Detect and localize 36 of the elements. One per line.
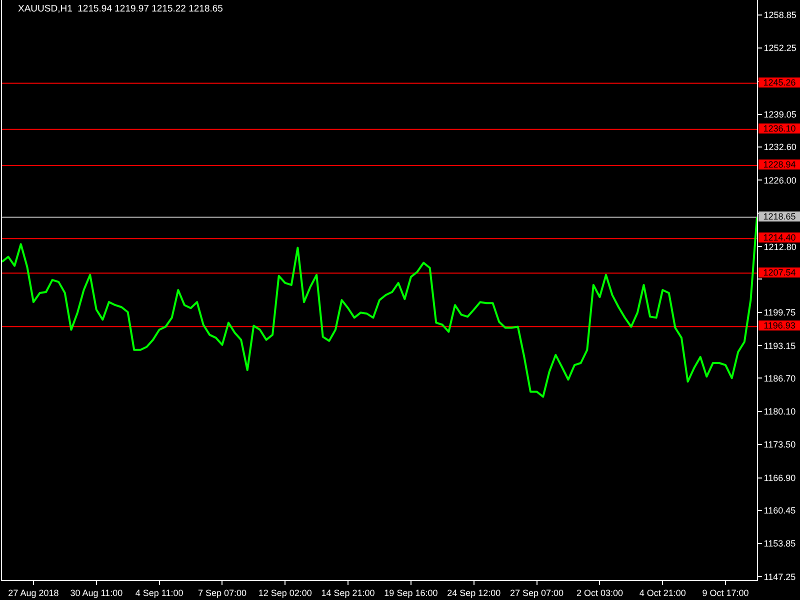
y-tick-label: 1239.05 <box>764 110 796 120</box>
ref-line-label: 1236.10 <box>763 124 796 134</box>
ref-line-label: 1196.93 <box>764 320 796 330</box>
x-tick-label: 2 Oct 03:00 <box>576 588 623 598</box>
ref-line-label: 1245.26 <box>763 78 796 88</box>
ref-line-label: 1218.65 <box>763 212 796 222</box>
y-tick-label: 1166.90 <box>764 472 796 483</box>
x-tick-label: 19 Sep 16:00 <box>384 588 438 598</box>
x-tick-label: 4 Sep 11:00 <box>135 588 184 598</box>
ref-line-label: 1228.94 <box>763 160 796 170</box>
y-tick-label: 1226.00 <box>764 175 796 186</box>
ref-line-label: 1214.40 <box>763 232 796 242</box>
y-tick-label: 1199.75 <box>764 308 796 318</box>
y-tick-label: 1186.70 <box>764 373 796 384</box>
y-tick-label: 1153.85 <box>764 538 796 549</box>
y-tick-label: 1193.15 <box>764 340 796 351</box>
y-tick-label: 1160.45 <box>764 505 796 516</box>
x-tick-label: 27 Aug 2018 <box>8 588 59 598</box>
x-tick-label: 4 Oct 21:00 <box>639 588 686 598</box>
x-tick-label: 9 Oct 17:00 <box>702 588 749 598</box>
line-series <box>2 216 757 398</box>
y-tick-label: 1252.25 <box>764 43 796 54</box>
y-tick-label: 1147.25 <box>764 572 796 582</box>
x-tick-label: 12 Sep 02:00 <box>258 588 312 598</box>
y-tick-label: 1180.10 <box>764 406 796 416</box>
x-tick-label: 27 Sep 07:00 <box>510 588 564 598</box>
chart-title: XAUUSD,H1 1215.94 1219.97 1215.22 1218.65 <box>18 4 223 15</box>
x-tick-label: 7 Sep 07:00 <box>198 588 246 598</box>
x-tick-label: 14 Sep 21:00 <box>321 588 375 598</box>
y-tick-label: 1173.50 <box>764 440 796 450</box>
y-tick-label: 1212.80 <box>764 242 796 252</box>
y-tick-label: 1232.60 <box>764 142 796 152</box>
y-tick-label: 1258.85 <box>764 10 796 20</box>
x-tick-label: 24 Sep 12:00 <box>447 588 501 598</box>
ref-line-label: 1207.54 <box>763 268 796 278</box>
x-tick-label: 30 Aug 11:00 <box>70 588 123 598</box>
